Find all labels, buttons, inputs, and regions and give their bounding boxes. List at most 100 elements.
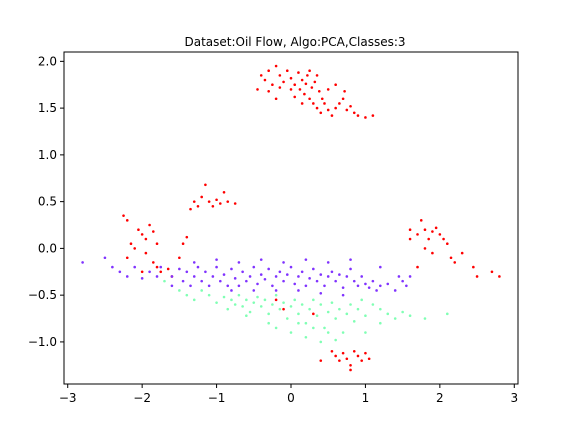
- data-point-class-3: [178, 289, 181, 292]
- data-point-class-1: [211, 205, 215, 208]
- data-point-class-2: [219, 279, 222, 283]
- data-point-class-3: [300, 303, 304, 306]
- data-point-class-1: [371, 114, 375, 117]
- data-point-class-3: [349, 303, 352, 306]
- data-point-class-3: [285, 317, 289, 320]
- data-point-class-2: [349, 267, 352, 271]
- data-point-class-1: [293, 83, 297, 87]
- data-point-class-3: [267, 321, 270, 325]
- data-point-class-2: [181, 279, 185, 283]
- data-point-class-2: [252, 265, 256, 269]
- data-point-class-1: [159, 270, 163, 274]
- data-point-class-3: [334, 317, 337, 320]
- data-point-class-1: [185, 235, 189, 239]
- data-point-class-2: [256, 282, 259, 286]
- data-point-class-1: [200, 195, 203, 199]
- data-point-class-1: [222, 190, 226, 194]
- data-point-class-3: [233, 303, 237, 306]
- data-point-class-1: [320, 97, 324, 101]
- data-point-class-2: [133, 265, 136, 269]
- data-point-class-2: [192, 275, 196, 278]
- data-point-class-1: [293, 95, 297, 99]
- data-point-class-2: [367, 286, 371, 289]
- data-point-class-3: [245, 298, 248, 302]
- data-point-class-1: [144, 251, 148, 255]
- data-point-class-3: [364, 314, 367, 318]
- data-point-class-1: [271, 83, 274, 87]
- data-point-class-1: [326, 108, 330, 112]
- data-point-class-3: [312, 326, 315, 330]
- data-point-class-1: [423, 228, 427, 231]
- data-point-class-2: [230, 289, 233, 292]
- data-point-class-2: [379, 265, 382, 269]
- data-point-class-2: [330, 270, 334, 274]
- data-point-class-1: [289, 88, 293, 91]
- data-point-class-1: [431, 230, 434, 233]
- data-point-class-2: [341, 286, 345, 289]
- data-point-class-1: [490, 270, 494, 274]
- data-point-class-3: [215, 301, 218, 304]
- y-tick-label: 0.0: [38, 241, 57, 255]
- data-point-class-1: [408, 228, 412, 231]
- data-point-class-2: [297, 289, 300, 292]
- data-point-class-2: [408, 275, 412, 278]
- data-point-class-3: [308, 307, 311, 311]
- data-point-class-2: [300, 270, 304, 274]
- data-point-class-2: [155, 275, 159, 278]
- data-point-class-3: [323, 326, 326, 330]
- x-tick-label: −2: [133, 391, 151, 405]
- data-point-class-1: [297, 71, 300, 74]
- data-point-class-3: [446, 312, 449, 316]
- data-point-class-1: [317, 89, 321, 93]
- data-point-class-1: [308, 69, 311, 72]
- data-point-class-3: [237, 293, 241, 297]
- data-point-class-2: [271, 284, 274, 288]
- data-point-class-1: [178, 256, 181, 260]
- data-point-class-2: [125, 275, 129, 278]
- data-point-class-1: [308, 97, 311, 101]
- data-point-class-2: [308, 277, 311, 280]
- data-point-class-2: [237, 284, 241, 288]
- data-point-class-2: [274, 289, 278, 292]
- data-point-class-2: [259, 273, 263, 276]
- data-point-class-2: [274, 275, 278, 278]
- data-point-class-1: [334, 354, 337, 358]
- data-point-class-3: [304, 321, 308, 325]
- data-point-class-1: [140, 233, 144, 236]
- data-point-class-2: [237, 261, 241, 264]
- data-point-class-1: [472, 265, 475, 269]
- data-point-class-1: [423, 247, 427, 250]
- y-tick-label: −0.5: [28, 288, 57, 302]
- y-tick-label: 1.5: [38, 101, 57, 115]
- data-point-class-2: [364, 282, 367, 286]
- data-point-class-1: [152, 230, 155, 233]
- data-point-class-2: [140, 277, 144, 280]
- data-point-class-1: [334, 106, 337, 110]
- data-point-class-1: [192, 200, 196, 203]
- data-point-class-1: [449, 256, 453, 260]
- data-point-class-3: [263, 298, 267, 302]
- data-point-class-2: [304, 284, 308, 288]
- data-point-class-1: [442, 237, 445, 241]
- data-point-class-1: [219, 202, 222, 205]
- data-point-class-1: [256, 88, 259, 91]
- x-tick-label: 3: [510, 391, 518, 405]
- data-point-class-1: [312, 312, 315, 316]
- data-point-class-3: [319, 303, 323, 306]
- data-point-class-3: [256, 295, 259, 299]
- data-point-class-2: [386, 282, 390, 286]
- data-point-class-1: [498, 275, 501, 278]
- data-point-class-2: [148, 270, 151, 274]
- data-point-class-2: [356, 284, 360, 288]
- data-point-class-1: [267, 89, 270, 93]
- data-point-class-3: [379, 307, 382, 311]
- data-point-class-3: [360, 298, 364, 302]
- data-point-class-1: [323, 102, 326, 105]
- data-point-class-1: [338, 102, 341, 105]
- data-point-class-2: [293, 282, 297, 286]
- data-point-class-1: [416, 265, 419, 269]
- data-point-class-1: [204, 183, 207, 187]
- plot-frame: [63, 51, 519, 385]
- data-point-class-1: [427, 237, 430, 241]
- data-point-class-2: [393, 289, 397, 292]
